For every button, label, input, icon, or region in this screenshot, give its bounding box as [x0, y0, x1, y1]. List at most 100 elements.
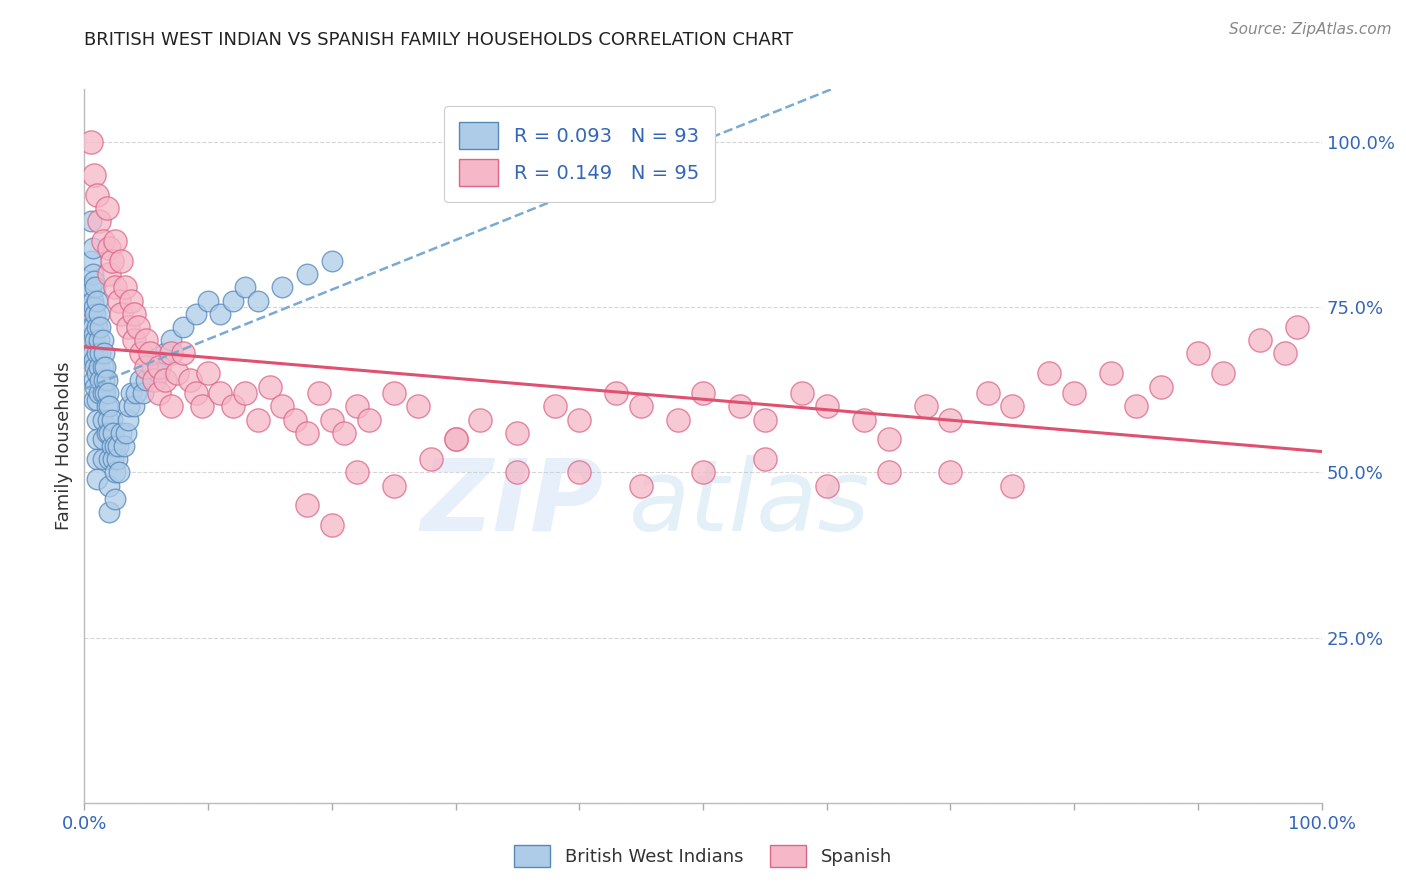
Point [91, 386, 114, 401]
Point [104, 439, 127, 453]
Point [104, 491, 127, 506]
Point [728, 400, 751, 414]
Point [470, 412, 492, 426]
Point [117, 412, 139, 426]
Point [89, 359, 111, 374]
Point [122, 333, 145, 347]
Point [222, 293, 245, 308]
Point [83, 373, 105, 387]
Point [86, 412, 108, 426]
Point [382, 478, 405, 492]
Point [321, 412, 343, 426]
Point [101, 425, 124, 440]
Point [271, 400, 294, 414]
Point [184, 307, 207, 321]
Point [79, 300, 101, 314]
Point [98, 505, 121, 519]
Point [91, 234, 114, 248]
Point [815, 478, 838, 492]
Point [1038, 367, 1060, 381]
Point [82, 267, 104, 281]
Point [86, 293, 108, 308]
Text: BRITISH WEST INDIAN VS SPANISH FAMILY HOUSEHOLDS CORRELATION CHART: BRITISH WEST INDIAN VS SPANISH FAMILY HO… [84, 31, 793, 49]
Point [444, 433, 467, 447]
Text: Source: ZipAtlas.com: Source: ZipAtlas.com [1229, 22, 1392, 37]
Point [692, 466, 714, 480]
Point [284, 412, 307, 426]
Point [86, 472, 108, 486]
Point [191, 400, 214, 414]
Point [120, 386, 142, 401]
Point [543, 400, 565, 414]
Point [86, 346, 108, 360]
Point [179, 373, 201, 387]
Point [166, 367, 188, 381]
Point [97, 386, 120, 401]
Point [222, 400, 245, 414]
Point [1285, 320, 1308, 334]
Point [129, 373, 152, 387]
Point [139, 346, 162, 360]
Point [630, 478, 652, 492]
Point [233, 386, 256, 401]
Point [754, 412, 776, 426]
Point [939, 412, 962, 426]
Point [141, 359, 163, 374]
Point [852, 412, 875, 426]
Point [357, 412, 380, 426]
Point [259, 379, 281, 393]
Point [568, 466, 591, 480]
Point [790, 386, 813, 401]
Point [246, 293, 269, 308]
Point [197, 293, 219, 308]
Point [129, 346, 152, 360]
Point [142, 373, 165, 387]
Text: ZIP: ZIP [420, 455, 605, 551]
Point [127, 320, 149, 334]
Point [82, 346, 104, 360]
Point [79, 320, 101, 334]
Point [153, 373, 176, 387]
Point [148, 359, 170, 374]
Point [1001, 400, 1024, 414]
Point [122, 400, 145, 414]
Point [914, 400, 936, 414]
Point [754, 452, 776, 467]
Point [135, 373, 157, 387]
Point [110, 307, 132, 321]
Point [692, 386, 714, 401]
Point [98, 452, 121, 467]
Point [79, 214, 101, 228]
Point [160, 346, 183, 360]
Point [1150, 379, 1173, 393]
Point [86, 392, 108, 407]
Point [91, 359, 114, 374]
Point [100, 412, 122, 426]
Point [98, 267, 121, 281]
Point [89, 320, 111, 334]
Point [209, 307, 232, 321]
Point [115, 425, 138, 440]
Point [506, 466, 529, 480]
Point [110, 254, 132, 268]
Point [89, 333, 111, 347]
Point [84, 307, 107, 321]
Point [86, 367, 108, 381]
Point [98, 478, 121, 492]
Point [118, 400, 141, 414]
Point [148, 367, 170, 381]
Point [976, 386, 998, 401]
Point [271, 280, 294, 294]
Point [104, 234, 127, 248]
Point [131, 386, 153, 401]
Point [233, 280, 256, 294]
Point [148, 386, 170, 401]
Text: atlas: atlas [628, 455, 870, 551]
Point [98, 241, 121, 255]
Point [94, 386, 117, 401]
Point [877, 433, 900, 447]
Point [1099, 367, 1122, 381]
Point [94, 359, 117, 374]
Point [83, 168, 105, 182]
Point [91, 452, 114, 467]
